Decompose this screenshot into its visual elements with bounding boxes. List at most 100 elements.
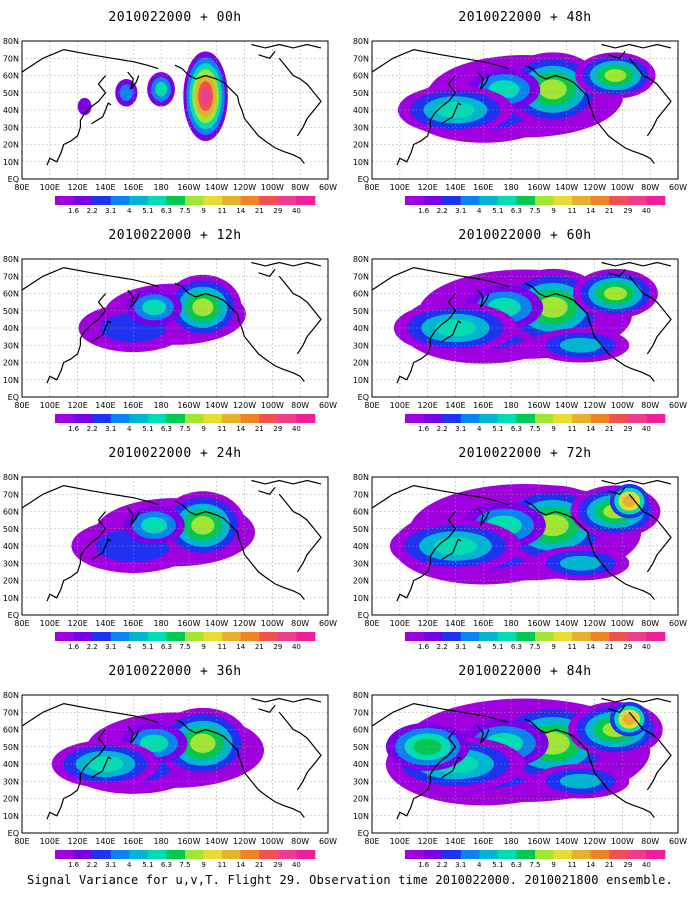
lon-tick-label: 100E bbox=[40, 837, 60, 846]
map-frame bbox=[371, 258, 679, 398]
colorbar-swatch bbox=[185, 632, 204, 641]
colorbar-swatch bbox=[110, 196, 130, 205]
lon-tick-label: 80W bbox=[641, 401, 659, 410]
coastline bbox=[22, 484, 159, 509]
colorbar-swatch bbox=[423, 632, 443, 641]
coastline bbox=[372, 702, 509, 727]
lon-tick-label: 100W bbox=[611, 619, 634, 628]
colorbar-label: 4 bbox=[127, 643, 132, 651]
colorbar-label: 4 bbox=[477, 861, 482, 869]
colorbar-swatch bbox=[442, 632, 462, 641]
variance-contour-region bbox=[604, 69, 627, 82]
lat-tick-label: 30N bbox=[3, 341, 19, 350]
colorbar-label: 2.2 bbox=[87, 425, 98, 433]
variance-contour-region bbox=[536, 514, 569, 537]
lon-tick-label: 160E bbox=[123, 183, 143, 192]
map-panel-00h: 2010022000 + 00h 80N 70N 60N 50N 40N 30N 20N 10… bbox=[0, 0, 350, 222]
lon-tick-label: 120W bbox=[233, 837, 256, 846]
lat-tick-label: 10N bbox=[3, 158, 19, 167]
lat-tick-label: 80N bbox=[353, 691, 369, 700]
colorbar-swatch bbox=[277, 632, 297, 641]
lon-tick-label: 160W bbox=[177, 401, 200, 410]
coastline bbox=[396, 75, 457, 166]
coastline bbox=[628, 57, 672, 137]
coastline bbox=[396, 293, 457, 384]
lon-tick-label: 100W bbox=[611, 183, 634, 192]
colorbar-label: 9 bbox=[201, 643, 205, 651]
colorbar-swatch bbox=[590, 196, 610, 205]
colorbar-swatch bbox=[185, 850, 204, 859]
colorbar-swatch bbox=[222, 850, 242, 859]
colorbar-swatch bbox=[55, 414, 74, 423]
colorbar-label: 6.3 bbox=[511, 425, 522, 433]
lat-tick-label: 20N bbox=[3, 577, 19, 586]
lon-tick-label: 160E bbox=[123, 837, 143, 846]
coastline bbox=[396, 729, 457, 820]
variance-contour-region bbox=[192, 298, 214, 317]
colorbar-label: 5.1 bbox=[492, 643, 503, 651]
lat-tick-label: 40N bbox=[3, 542, 19, 551]
lon-tick-label: 60W bbox=[319, 837, 337, 846]
lat-tick-label: 60N bbox=[353, 508, 369, 517]
coastline bbox=[372, 48, 509, 73]
coastline bbox=[91, 538, 112, 561]
colorbar-swatch bbox=[590, 850, 610, 859]
lat-tick-label: 70N bbox=[353, 490, 369, 499]
colorbar-swatch bbox=[259, 414, 279, 423]
colorbar-swatch bbox=[460, 850, 480, 859]
lon-tick-label: 80E bbox=[364, 183, 379, 192]
colorbar-label: 6.3 bbox=[161, 207, 172, 215]
lon-tick-label: 120W bbox=[583, 183, 606, 192]
lat-tick-label: 40N bbox=[3, 760, 19, 769]
map-frame bbox=[371, 40, 679, 180]
colorbar-label: 29 bbox=[623, 425, 632, 433]
coastline bbox=[608, 51, 626, 59]
variance-contour-region bbox=[413, 738, 442, 755]
coastline bbox=[601, 261, 672, 267]
lon-tick-label: 100E bbox=[390, 837, 410, 846]
lat-tick-label: 80N bbox=[3, 255, 19, 264]
lon-tick-label: 160E bbox=[473, 401, 493, 410]
colorbar-label: 11 bbox=[218, 207, 227, 215]
colorbar-swatch bbox=[92, 632, 112, 641]
coastline bbox=[258, 269, 276, 277]
colorbar-swatch bbox=[535, 850, 554, 859]
colorbar-swatch bbox=[73, 850, 93, 859]
colorbar-swatch bbox=[516, 196, 536, 205]
colorbar-swatch bbox=[590, 414, 610, 423]
colorbar-swatch bbox=[516, 632, 536, 641]
colorbar-label: 4 bbox=[127, 425, 132, 433]
colorbar-label: 21 bbox=[605, 207, 614, 215]
colorbar-label: 21 bbox=[605, 425, 614, 433]
coastline bbox=[258, 487, 276, 495]
colorbar-swatch bbox=[627, 196, 647, 205]
lon-tick-label: 60W bbox=[669, 619, 687, 628]
lon-tick-label: 160E bbox=[123, 619, 143, 628]
colorbar-swatch bbox=[55, 632, 74, 641]
colorbar-label: 7.5 bbox=[529, 643, 540, 651]
colorbar-label: 4 bbox=[127, 207, 132, 215]
coastline bbox=[46, 729, 107, 820]
colorbar-label: 14 bbox=[236, 425, 245, 433]
coastline bbox=[524, 500, 655, 600]
colorbar-swatch bbox=[609, 850, 629, 859]
colorbar-swatch bbox=[55, 850, 74, 859]
colorbar-label: 3.1 bbox=[105, 207, 116, 215]
lat-tick-label: 50N bbox=[3, 307, 19, 316]
coastline bbox=[127, 71, 140, 90]
colorbar-swatch bbox=[442, 850, 462, 859]
lon-tick-label: 160W bbox=[527, 837, 550, 846]
colorbar-swatch bbox=[240, 414, 260, 423]
colorbar-swatch bbox=[609, 632, 629, 641]
coastline bbox=[608, 705, 626, 713]
colorbar-label: 5.1 bbox=[142, 425, 153, 433]
colorbar-swatch bbox=[259, 632, 279, 641]
colorbar-swatch bbox=[92, 414, 112, 423]
lon-tick-label: 160W bbox=[177, 619, 200, 628]
panel-title: 2010022000 + 48h bbox=[458, 10, 592, 25]
lat-tick-label: 70N bbox=[353, 272, 369, 281]
variance-contour-region bbox=[142, 299, 167, 316]
coastline bbox=[258, 705, 276, 713]
coastline bbox=[46, 293, 107, 384]
colorbar-swatch bbox=[572, 850, 592, 859]
